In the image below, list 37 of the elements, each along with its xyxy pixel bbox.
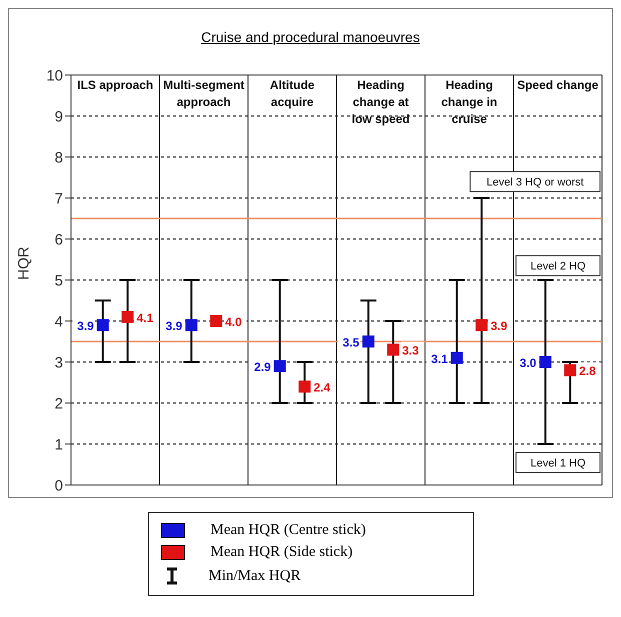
data-label: 3.5 (342, 336, 360, 350)
y-tick-label: 2 (54, 395, 63, 412)
x-tick-label: Heading change at low speed (352, 78, 410, 126)
annotation: Level 2 HQ (530, 260, 586, 273)
data-label: 4.1 (136, 310, 154, 325)
text: Min/Max HQR (208, 568, 301, 584)
data-label: 4.0 (225, 315, 242, 329)
y-tick-label: 3 (54, 354, 63, 372)
data-label: 3.9 (77, 319, 94, 334)
y-tick-label: 9 (54, 108, 63, 126)
data-label: 3.3 (402, 344, 420, 358)
y-tick-label: 1 (54, 436, 63, 454)
x-tick-label: ILS approach (77, 78, 154, 92)
data-label: 2.9 (254, 360, 272, 374)
y-tick-label: 6 (54, 231, 63, 248)
x-tick-label: Speed change (517, 78, 599, 92)
data-label: 2.4 (314, 380, 331, 395)
chart-title: Cruise and procedural manoeuvres (200, 29, 421, 47)
data-label: 2.8 (579, 364, 596, 378)
x-tick-label: Heading change in cruise (441, 78, 498, 126)
annotation: Level 1 HQ (530, 457, 586, 470)
legend-label: Mean HQR (Centre stick) (210, 522, 366, 538)
y-tick-label: 7 (54, 190, 63, 208)
y-tick-label: 4 (54, 313, 63, 330)
y-tick-label: 5 (54, 272, 63, 290)
data-label: 3.9 (166, 319, 183, 334)
x-tick-label: Multi-segment approach (163, 78, 244, 109)
y-tick-label: 8 (54, 149, 63, 166)
data-label: 3.1 (431, 352, 448, 366)
y-axis-title: HQR (15, 246, 32, 280)
y-tick-label: 0 (54, 477, 63, 494)
legend-label: Mean HQR (Side stick) (210, 544, 353, 560)
x-tick-label: Altitude acquire (270, 78, 315, 109)
data-label: 3.0 (520, 356, 537, 370)
data-label: 3.9 (490, 319, 508, 334)
y-tick-label: 10 (46, 67, 63, 84)
annotation: Level 3 HQ or worst (486, 176, 584, 189)
